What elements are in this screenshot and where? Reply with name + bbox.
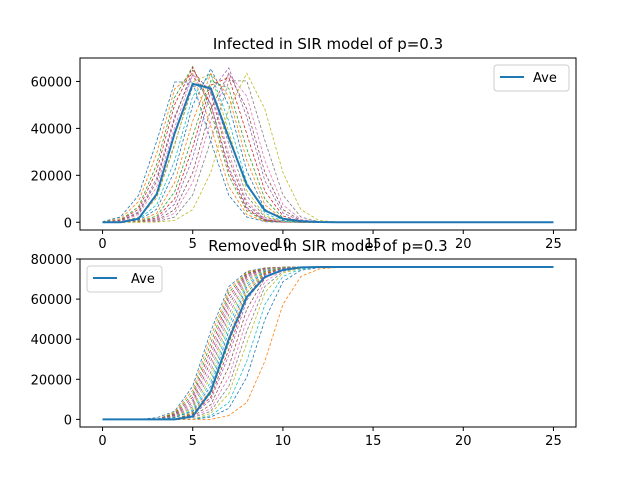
y-tick-label: 20000	[31, 169, 72, 184]
simulated-run-line	[102, 80, 554, 223]
infected-average-line	[102, 82, 554, 224]
x-tick-label: 20	[455, 237, 472, 252]
simulated-run-line	[102, 81, 554, 223]
simulated-run-line	[102, 266, 554, 420]
infected-chart-title: Infected in SIR model of p=0.3	[213, 35, 443, 53]
simulated-run-line	[102, 66, 554, 223]
simulated-run-line	[102, 266, 554, 420]
simulated-run-line	[102, 266, 554, 420]
removed-runs	[102, 266, 554, 420]
simulated-run-line	[102, 266, 554, 420]
removed-legend-label: Ave	[131, 272, 155, 287]
removed-legend-box	[86, 265, 163, 293]
infected-legend-label: Ave	[533, 71, 557, 86]
simulated-run-line	[102, 72, 554, 223]
y-tick-label: 20000	[31, 373, 72, 388]
infected-runs	[102, 65, 554, 223]
x-tick-label: 25	[545, 434, 562, 449]
y-tick-label: 0	[64, 216, 72, 231]
x-tick-label: 0	[98, 434, 106, 449]
infected-legend-box	[493, 64, 570, 92]
simulated-run-line	[102, 266, 554, 420]
simulated-run-line	[102, 266, 554, 420]
removed-chart: 0 5 10 15 20 25 0 20000 40000 60000 80000 Ave Remo…	[31, 237, 577, 449]
simulated-run-line	[102, 266, 554, 420]
y-tick-label: 80000	[31, 253, 72, 268]
simulated-run-line	[102, 266, 554, 420]
simulated-run-line	[102, 266, 554, 420]
simulated-run-line	[102, 266, 554, 420]
simulated-run-line	[102, 266, 554, 420]
removed-legend: Ave	[86, 265, 163, 293]
simulated-run-line	[102, 266, 554, 420]
simulated-run-line	[102, 266, 554, 420]
y-tick-label: 0	[64, 413, 72, 428]
simulated-run-line	[102, 65, 554, 223]
simulated-run-line	[102, 266, 554, 420]
simulated-run-line	[102, 266, 554, 420]
x-tick-label: 25	[545, 237, 562, 252]
y-tick-label: 40000	[31, 333, 72, 348]
removed-chart-title: Removed in SIR model of p=0.3	[208, 237, 447, 255]
removed-axes: 0 5 10 15 20 25 0 20000 40000 60000 80000	[31, 253, 562, 449]
simulated-run-line	[102, 67, 554, 223]
x-tick-label: 15	[365, 434, 382, 449]
simulated-run-line	[102, 266, 554, 420]
x-tick-label: 0	[98, 237, 106, 252]
x-tick-label: 20	[455, 434, 472, 449]
removed-plot-frame	[79, 258, 577, 428]
removed-average-line	[102, 266, 554, 421]
y-tick-label: 40000	[31, 122, 72, 137]
simulated-run-line	[102, 266, 554, 420]
simulated-run-line	[102, 266, 554, 420]
y-tick-label: 60000	[31, 75, 72, 90]
x-tick-label: 5	[189, 434, 197, 449]
infected-axes: 0 5 10 15 20 25 0 20000 40000 60000	[31, 75, 562, 252]
x-tick-label: 10	[275, 237, 292, 252]
infected-chart: Infected in SIR model of p=0.3 0 5 10 15 20 2…	[31, 35, 577, 252]
infected-legend: Ave	[493, 64, 570, 92]
simulated-run-line	[102, 266, 554, 420]
x-tick-label: 10	[275, 434, 292, 449]
simulated-run-line	[102, 266, 554, 420]
simulated-run-line	[102, 86, 554, 223]
x-tick-label: 5	[189, 237, 197, 252]
y-tick-label: 60000	[31, 293, 72, 308]
simulated-run-line	[102, 266, 554, 420]
x-tick-label: 15	[365, 237, 382, 252]
infected-plot-frame	[79, 57, 577, 231]
simulated-run-line	[102, 266, 554, 420]
